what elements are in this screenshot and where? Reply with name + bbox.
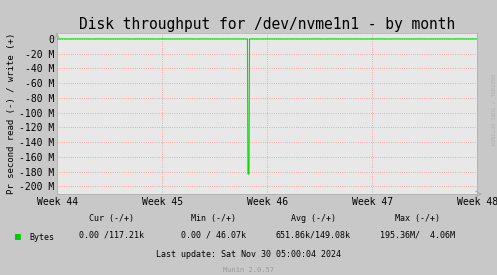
Text: Min (-/+): Min (-/+) [191, 214, 236, 223]
Text: Avg (-/+): Avg (-/+) [291, 214, 335, 223]
Text: RRDTOOL / TOBI OETIKER: RRDTOOL / TOBI OETIKER [490, 74, 495, 146]
Text: 195.36M/  4.06M: 195.36M/ 4.06M [380, 230, 455, 239]
Title: Disk throughput for /dev/nvme1n1 - by month: Disk throughput for /dev/nvme1n1 - by mo… [79, 17, 455, 32]
Text: 651.86k/149.08k: 651.86k/149.08k [276, 230, 350, 239]
Text: ■: ■ [15, 232, 21, 242]
Text: Bytes: Bytes [30, 233, 55, 241]
Text: Munin 2.0.57: Munin 2.0.57 [223, 266, 274, 273]
Text: Last update: Sat Nov 30 05:00:04 2024: Last update: Sat Nov 30 05:00:04 2024 [156, 250, 341, 259]
Text: Cur (-/+): Cur (-/+) [89, 214, 134, 223]
Text: Max (-/+): Max (-/+) [395, 214, 440, 223]
Text: 0.00 / 46.07k: 0.00 / 46.07k [181, 230, 246, 239]
Text: 0.00 /117.21k: 0.00 /117.21k [80, 230, 144, 239]
Y-axis label: Pr second read (-) / write (+): Pr second read (-) / write (+) [7, 33, 16, 194]
